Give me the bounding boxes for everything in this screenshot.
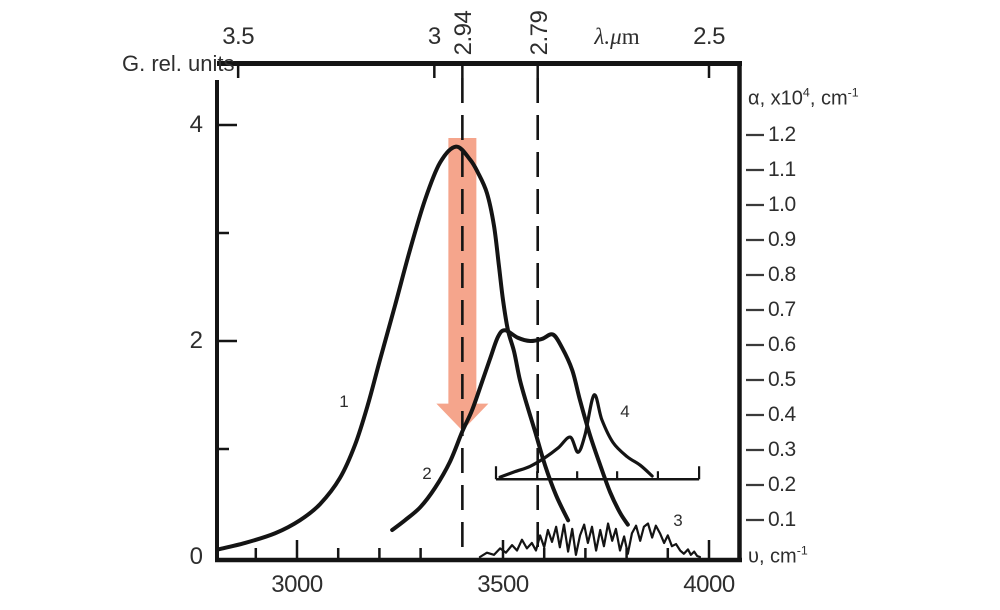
top-tick-label-3: 3: [427, 23, 441, 50]
curve-label-2: 2: [422, 464, 432, 483]
right-tick-label-0.9: 0.9: [768, 228, 796, 251]
right-tick-label-0.5: 0.5: [768, 368, 796, 391]
upsilon-sup: -1: [796, 543, 808, 558]
right-tick-label-0.8: 0.8: [768, 263, 796, 286]
upsilon-text: υ, cm: [748, 545, 797, 568]
curve-4-path: [498, 393, 654, 479]
alpha-title-text2: , cm: [809, 87, 848, 110]
curve-3-path: [478, 522, 702, 559]
bottom-tick-label-4000: 4000: [683, 571, 735, 598]
right-tick-label-0.6: 0.6: [768, 333, 796, 356]
curve-1-path: [215, 144, 571, 552]
lambda-mu-symbol: λ.μ: [594, 24, 622, 49]
left-tick-label-2: 2: [189, 327, 203, 354]
right-tick-label-0.3: 0.3: [768, 438, 796, 461]
curve-label-3: 3: [673, 511, 683, 530]
curve-2-path: [390, 328, 630, 532]
right-tick-label-0.2: 0.2: [768, 473, 796, 496]
right-tick-label-1.1: 1.1: [768, 158, 796, 181]
top-tick-label-3.5: 3.5: [222, 23, 255, 50]
left-axis-title: G. rel. units: [122, 51, 235, 76]
alpha-title-text: α, x10: [748, 87, 803, 110]
left-tick-label-4: 4: [189, 111, 203, 138]
left-tick-label-0: 0: [189, 543, 203, 570]
top-tick-label-2.5: 2.5: [693, 23, 725, 50]
meter-symbol: m: [621, 24, 640, 49]
bottom-tick-label-3500: 3500: [477, 571, 529, 598]
right-tick-label-0.7: 0.7: [768, 298, 796, 321]
alpha-title-sup: 4: [802, 85, 810, 100]
alpha-title-sup2: -1: [847, 85, 859, 100]
top-tick-label-2.94: 2.94: [450, 10, 478, 56]
right-tick-label-1.0: 1.0: [768, 193, 796, 216]
right-tick-label-1.2: 1.2: [768, 123, 796, 146]
bottom-tick-label-3000: 3000: [271, 571, 323, 598]
top-tick-label-2.79: 2.79: [525, 10, 553, 56]
top-axis-unit: λ.μm: [594, 24, 639, 50]
curve-label-1: 1: [339, 392, 349, 411]
right-axis-title: α, x104, cm-1: [748, 86, 859, 111]
bottom-axis-unit: υ, cm-1: [748, 544, 808, 569]
right-tick-label-0.1: 0.1: [768, 508, 796, 531]
right-tick-label-0.4: 0.4: [768, 403, 796, 426]
curve-label-4: 4: [620, 402, 630, 421]
